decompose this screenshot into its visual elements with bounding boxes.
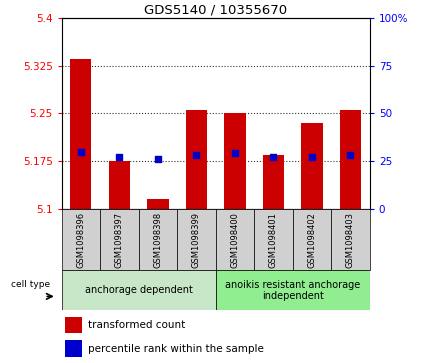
Text: GSM1098397: GSM1098397 <box>115 212 124 268</box>
Bar <box>62 209 100 270</box>
Text: GSM1098403: GSM1098403 <box>346 212 355 268</box>
Text: GSM1098399: GSM1098399 <box>192 212 201 268</box>
Bar <box>147 199 168 209</box>
Point <box>193 152 200 158</box>
Point <box>116 154 123 160</box>
Text: cell type: cell type <box>11 280 51 289</box>
Bar <box>186 110 207 209</box>
Bar <box>340 110 361 209</box>
Bar <box>254 209 293 270</box>
Bar <box>139 209 177 270</box>
Title: GDS5140 / 10355670: GDS5140 / 10355670 <box>144 4 287 17</box>
Text: GSM1098400: GSM1098400 <box>230 212 239 268</box>
Point <box>347 152 354 158</box>
Text: GSM1098402: GSM1098402 <box>307 212 317 268</box>
Text: anoikis resistant anchorage
independent: anoikis resistant anchorage independent <box>225 280 360 301</box>
Text: GSM1098398: GSM1098398 <box>153 212 162 268</box>
Point <box>232 151 238 156</box>
Bar <box>224 113 246 209</box>
Bar <box>215 209 254 270</box>
Bar <box>70 60 91 209</box>
Bar <box>301 123 323 209</box>
Text: percentile rank within the sample: percentile rank within the sample <box>88 343 264 354</box>
Point <box>270 154 277 160</box>
Bar <box>109 161 130 209</box>
Bar <box>100 209 139 270</box>
Point <box>77 148 84 154</box>
Text: GSM1098401: GSM1098401 <box>269 212 278 268</box>
Bar <box>263 155 284 209</box>
Bar <box>177 209 215 270</box>
Point <box>155 156 162 162</box>
Bar <box>293 209 331 270</box>
Bar <box>215 270 370 310</box>
Text: anchorage dependent: anchorage dependent <box>85 285 193 295</box>
Bar <box>62 270 215 310</box>
Bar <box>65 340 82 357</box>
Point <box>309 154 315 160</box>
Bar <box>65 317 82 333</box>
Bar <box>331 209 370 270</box>
Text: GSM1098396: GSM1098396 <box>76 212 85 268</box>
Text: transformed count: transformed count <box>88 320 185 330</box>
